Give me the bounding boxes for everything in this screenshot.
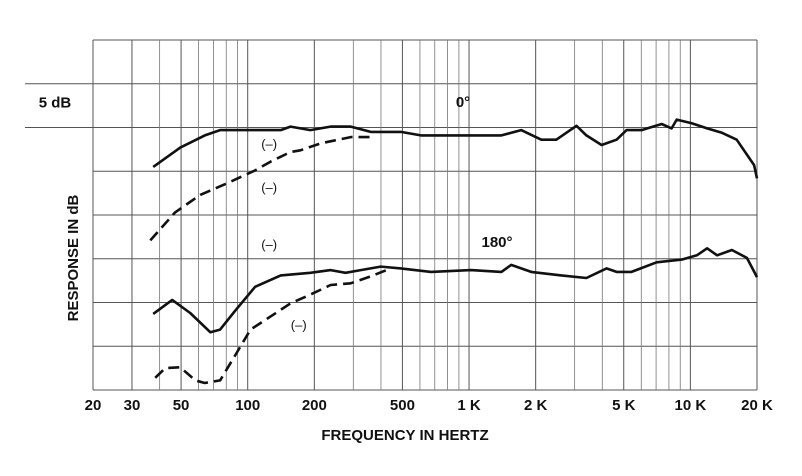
annotation: (–) (291, 318, 307, 333)
x-tick-label: 100 (235, 397, 260, 414)
x-tick-label: 2 K (524, 397, 548, 414)
response-curve (152, 247, 759, 334)
x-tick-label: 20 (85, 397, 102, 414)
response-curve (152, 118, 759, 179)
x-tick-label: 50 (173, 397, 190, 414)
x-tick-label: 5 K (612, 397, 636, 414)
x-tick-label: 200 (302, 397, 327, 414)
response-curve (149, 135, 371, 242)
curve-label: 0° (456, 94, 470, 111)
x-tick-label: 1 K (457, 397, 481, 414)
x-tick-label: 20 K (741, 397, 773, 414)
y-axis-label: RESPONSE IN dB (65, 194, 82, 321)
curve-label: 180° (481, 234, 512, 251)
annotation: (–) (261, 237, 277, 252)
x-tick-label: 10 K (675, 397, 707, 414)
annotation: (–) (261, 136, 277, 151)
response-curve (154, 267, 392, 385)
x-tick-label: 30 (124, 397, 141, 414)
x-axis-label: FREQUENCY IN HERTZ (321, 427, 488, 444)
scale-label: 5 dB (39, 95, 72, 112)
annotation: (–) (261, 180, 277, 195)
x-tick-label: 500 (390, 397, 415, 414)
